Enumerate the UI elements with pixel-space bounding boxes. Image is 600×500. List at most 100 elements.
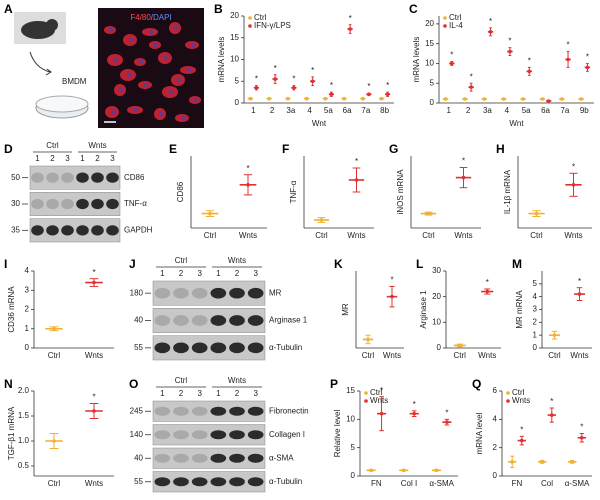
arrow — [29, 51, 51, 73]
mean-dot — [208, 211, 212, 216]
protein-label: GAPDH — [124, 225, 153, 234]
significance: * — [580, 423, 583, 432]
mean-dot — [379, 96, 384, 101]
mean-dot — [390, 294, 394, 299]
mean-dot — [579, 97, 584, 101]
mean-dot — [369, 468, 373, 473]
mean-dot — [323, 96, 328, 101]
y-tick-label: 0 — [25, 343, 30, 352]
mean-dot — [367, 92, 371, 97]
band — [210, 342, 227, 354]
x-tick-label: 6a — [541, 106, 550, 115]
significance: * — [92, 393, 95, 402]
panel-label: B — [214, 2, 223, 16]
nucleus — [111, 110, 115, 114]
panel-label: P — [330, 377, 338, 391]
significance: * — [292, 75, 295, 84]
mean-dot — [550, 413, 554, 417]
stain-dapi: /DAPI — [151, 13, 172, 22]
significance: * — [330, 81, 333, 90]
x-axis-label: Wnt — [312, 119, 327, 128]
marker-label: 35 — [11, 225, 20, 234]
panel-label: F — [282, 142, 289, 156]
legend-marker — [248, 16, 252, 20]
band — [91, 172, 104, 183]
nucleus — [109, 28, 113, 32]
nucleus — [169, 90, 173, 94]
band — [229, 342, 245, 354]
y-axis-label: IL-1β mRNA — [503, 169, 512, 214]
marker-label: 30 — [11, 199, 20, 208]
y-tick-label: 15 — [346, 386, 355, 395]
y-tick-label: 4 — [533, 292, 538, 301]
x-tick-label: Ctrl — [362, 351, 375, 360]
nucleus — [144, 83, 148, 87]
y-axis-label: mRNA levels — [217, 37, 226, 83]
band — [173, 342, 189, 354]
significance: * — [311, 66, 314, 75]
mean-dot — [52, 326, 56, 331]
nucleus — [187, 68, 191, 72]
mean-dot — [361, 96, 365, 101]
x-tick-label: Wnts — [239, 231, 257, 240]
x-tick-label: Wnts — [85, 479, 103, 488]
band — [154, 342, 171, 354]
band — [247, 342, 264, 354]
panel-label: G — [389, 142, 398, 156]
mean-dot — [92, 409, 96, 413]
band — [76, 225, 89, 236]
x-tick-label: 4 — [505, 106, 510, 115]
mean-dot — [449, 61, 454, 66]
blot-strip — [152, 280, 266, 306]
significance: * — [578, 277, 581, 286]
panel-label: C — [409, 2, 418, 16]
panel-label: E — [169, 142, 177, 156]
mean-dot — [304, 96, 309, 101]
x-tick-label: 2 — [270, 106, 275, 115]
band — [173, 406, 189, 416]
lane-label: 2 — [179, 389, 184, 398]
nucleus — [119, 88, 123, 92]
protein-label: Collagen I — [269, 430, 305, 439]
y-tick-label: 0.5 — [18, 461, 30, 470]
significance: * — [508, 37, 511, 46]
mean-dot — [457, 343, 462, 348]
y-tick-label: 20 — [425, 19, 434, 28]
mean-dot — [246, 183, 250, 187]
mean-dot — [482, 97, 487, 101]
band — [191, 406, 208, 416]
significance: * — [489, 17, 492, 26]
x-tick-label: 1 — [446, 106, 451, 115]
mean-dot — [319, 218, 324, 222]
panel-label: I — [4, 257, 7, 271]
x-tick-label: Wnts — [564, 231, 582, 240]
x-tick-label: FN — [371, 479, 382, 488]
y-tick-label: 2.0 — [18, 386, 30, 395]
y-tick-label: 10 — [230, 55, 239, 64]
band — [46, 198, 59, 210]
nucleus — [191, 43, 195, 47]
protein-label: α-Tubulin — [269, 477, 302, 486]
mean-dot — [366, 337, 370, 342]
group-label: Wnts — [88, 141, 106, 150]
y-tick-label: 5 — [533, 279, 538, 288]
panel-label: H — [496, 142, 505, 156]
blot-strip — [152, 335, 266, 361]
significance: * — [520, 425, 523, 434]
significance: * — [349, 14, 352, 23]
nucleus — [164, 56, 168, 60]
legend-label: Ctrl — [254, 13, 267, 22]
x-tick-label: 7a — [361, 106, 370, 115]
y-tick-label: 3 — [533, 305, 538, 314]
significance: * — [367, 82, 370, 91]
protein-label: CD86 — [124, 173, 145, 182]
band — [154, 315, 171, 326]
y-tick-label: 0 — [351, 471, 356, 480]
mean-dot — [469, 85, 473, 89]
mean-dot — [248, 96, 253, 101]
band — [61, 225, 74, 236]
mean-dot — [488, 30, 493, 34]
x-tick-label: Wnts — [347, 231, 365, 240]
x-tick-label: Ctrl — [204, 231, 217, 240]
band — [210, 453, 227, 463]
